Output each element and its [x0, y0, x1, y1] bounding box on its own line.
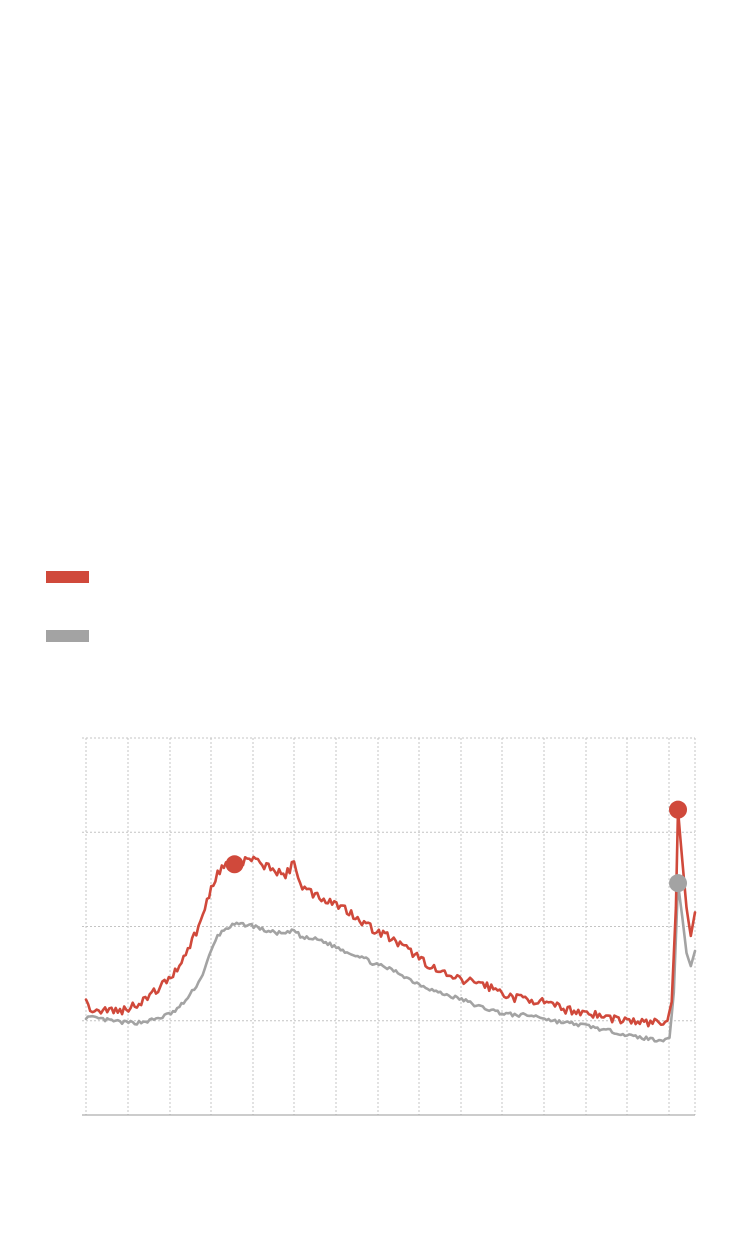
series-line-gray	[84, 881, 697, 1043]
legend-swatch-red	[46, 571, 89, 583]
legend-swatch-gray	[46, 630, 89, 642]
peak-marker-gray-0	[669, 874, 688, 893]
peak-marker-red-0	[225, 855, 244, 874]
peak-marker-red-1	[669, 800, 688, 819]
series-line-red	[84, 808, 697, 1028]
